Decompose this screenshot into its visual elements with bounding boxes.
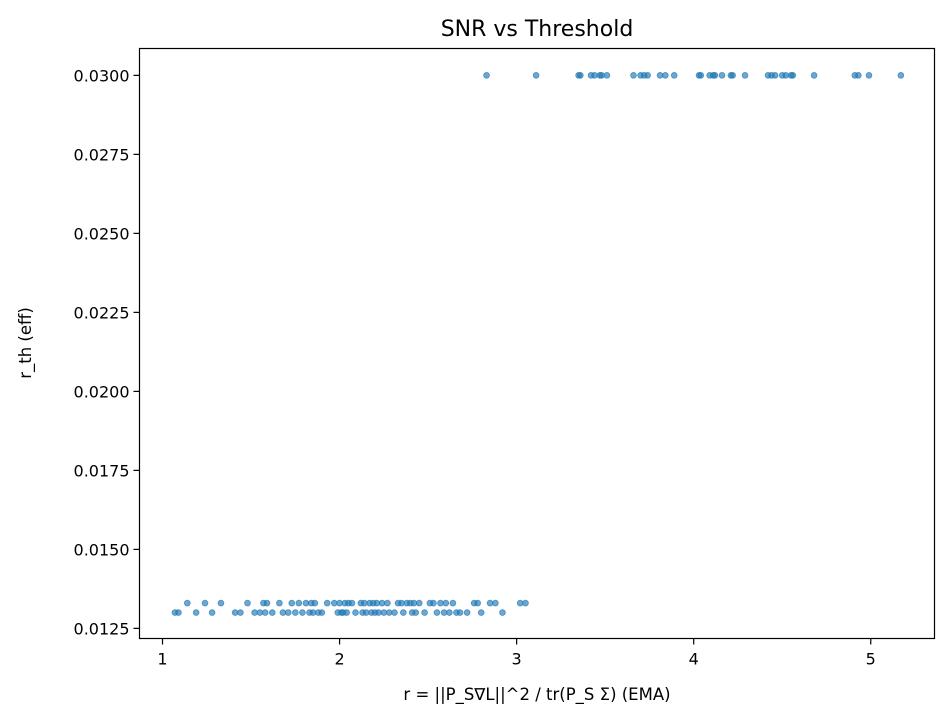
data-point bbox=[662, 72, 669, 79]
data-point bbox=[477, 609, 485, 616]
data-point bbox=[261, 609, 269, 616]
data-point bbox=[789, 72, 797, 79]
y-tick-label: 0.0175 bbox=[74, 461, 130, 480]
data-point bbox=[415, 599, 423, 607]
data-point bbox=[244, 599, 251, 607]
y-tick-label: 0.0125 bbox=[74, 619, 130, 638]
data-point bbox=[217, 599, 225, 607]
data-point bbox=[810, 72, 818, 79]
data-point bbox=[522, 599, 529, 607]
data-point bbox=[343, 609, 350, 616]
data-point bbox=[299, 609, 306, 616]
data-point bbox=[421, 609, 428, 616]
data-point bbox=[433, 609, 441, 616]
data-point bbox=[729, 72, 736, 79]
data-point bbox=[208, 609, 216, 616]
y-tick-label: 0.0250 bbox=[74, 224, 130, 243]
data-point bbox=[284, 609, 292, 616]
data-point bbox=[449, 599, 457, 607]
data-point bbox=[483, 72, 490, 79]
data-point bbox=[897, 72, 905, 79]
y-axis-label: r_th (eff) bbox=[16, 307, 36, 379]
data-point bbox=[670, 72, 678, 79]
y-tick-label: 0.0200 bbox=[74, 382, 130, 401]
x-axis: 1 2 3 4 5 bbox=[157, 638, 876, 669]
data-point bbox=[352, 609, 359, 616]
data-point bbox=[201, 599, 209, 607]
data-point bbox=[718, 72, 726, 79]
data-point bbox=[603, 72, 611, 79]
x-tick-label: 1 bbox=[157, 650, 167, 669]
data-point bbox=[295, 599, 303, 607]
x-tick-label: 4 bbox=[689, 650, 699, 669]
data-point bbox=[463, 609, 471, 616]
data-point bbox=[644, 72, 651, 79]
data-point bbox=[474, 599, 481, 607]
data-point bbox=[630, 72, 637, 79]
data-point bbox=[430, 599, 437, 607]
x-tick-label: 3 bbox=[512, 650, 522, 669]
x-tick-label: 5 bbox=[866, 650, 876, 669]
data-point bbox=[323, 599, 331, 607]
data-point bbox=[192, 609, 200, 616]
data-point bbox=[311, 599, 319, 607]
data-point bbox=[400, 609, 407, 616]
data-point bbox=[492, 599, 499, 607]
data-point bbox=[532, 72, 540, 79]
data-point bbox=[577, 72, 584, 79]
data-point bbox=[412, 609, 420, 616]
data-point bbox=[442, 599, 450, 607]
data-point bbox=[499, 609, 506, 616]
data-point bbox=[268, 609, 276, 616]
data-point bbox=[276, 599, 283, 607]
data-point bbox=[865, 72, 873, 79]
data-point bbox=[456, 609, 464, 616]
data-point bbox=[771, 72, 779, 79]
data-point bbox=[292, 609, 299, 616]
y-tick-label: 0.0225 bbox=[74, 303, 130, 322]
y-axis: 0.0125 0.0150 0.0175 0.0200 0.0225 0.0250 0.02… bbox=[74, 66, 140, 638]
data-point bbox=[348, 599, 356, 607]
chart-title: SNR vs Threshold bbox=[441, 17, 634, 42]
data-points bbox=[171, 72, 905, 616]
data-point bbox=[184, 599, 191, 607]
data-point bbox=[391, 609, 398, 616]
data-point bbox=[855, 72, 862, 79]
x-tick-label: 2 bbox=[334, 650, 344, 669]
data-point bbox=[237, 609, 244, 616]
data-point bbox=[741, 72, 749, 79]
data-point bbox=[697, 72, 705, 79]
y-tick-label: 0.0300 bbox=[74, 66, 130, 85]
plot-frame bbox=[138, 47, 936, 640]
data-point bbox=[711, 72, 719, 79]
y-tick-label: 0.0275 bbox=[74, 145, 130, 164]
data-point bbox=[384, 599, 391, 607]
data-point bbox=[318, 609, 326, 616]
data-point bbox=[263, 599, 271, 607]
x-axis-label: r = ||P_S∇L||^2 / tr(P_S Σ) (EMA) bbox=[403, 685, 670, 705]
data-point bbox=[446, 609, 453, 616]
data-point bbox=[288, 599, 296, 607]
y-tick-label: 0.0150 bbox=[74, 540, 130, 559]
data-point bbox=[175, 609, 182, 616]
